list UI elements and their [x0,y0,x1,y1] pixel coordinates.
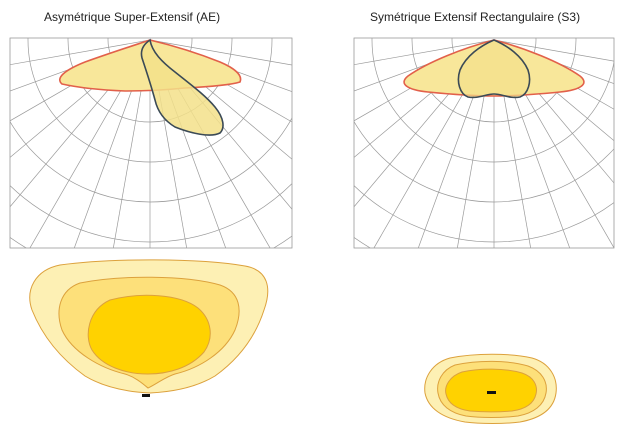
left-grid-radial-8 [112,39,151,248]
left-grid-arc-6 [10,235,292,248]
right-dark-distribution-curve [457,39,531,99]
right-panel-frame [353,37,615,249]
right-grid-radial-6 [373,39,495,248]
left-grid-radial-7 [73,39,151,248]
left-isolux-inner [87,294,211,375]
right-grid-radial-12 [493,39,614,248]
left-grid-radial-6 [29,39,151,248]
right-grid-radial-11 [493,39,571,248]
right-grid-arc-5 [354,185,614,243]
left-isolux-footprint [29,259,269,397]
left-panel-title: Asymétrique Super-Extensif (AE) [44,10,221,24]
right-luminaire-marker [487,391,496,394]
left-panel-frame [9,37,293,249]
left-grid-radial-5 [10,39,151,208]
right-grid-radial-7 [417,39,495,248]
left-grid-radial-1 [10,39,151,66]
right-grid-radial-17 [493,39,614,62]
right-grid-radial-8 [456,39,495,248]
right-grid-arc-6 [354,236,372,248]
left-grid-radial-17 [149,39,292,66]
right-isolux-inner [445,368,537,413]
left-dark-distribution-curve [140,38,224,136]
right-panel-title: Symétrique Extensif Rectangulaire (S3) [370,10,581,24]
right-isolux-footprint [424,353,557,424]
right-grid-radial-1 [354,39,495,66]
right-grid-arc-4 [354,120,614,203]
left-luminaire-marker [142,394,150,397]
right-grid-radial-10 [493,39,532,248]
